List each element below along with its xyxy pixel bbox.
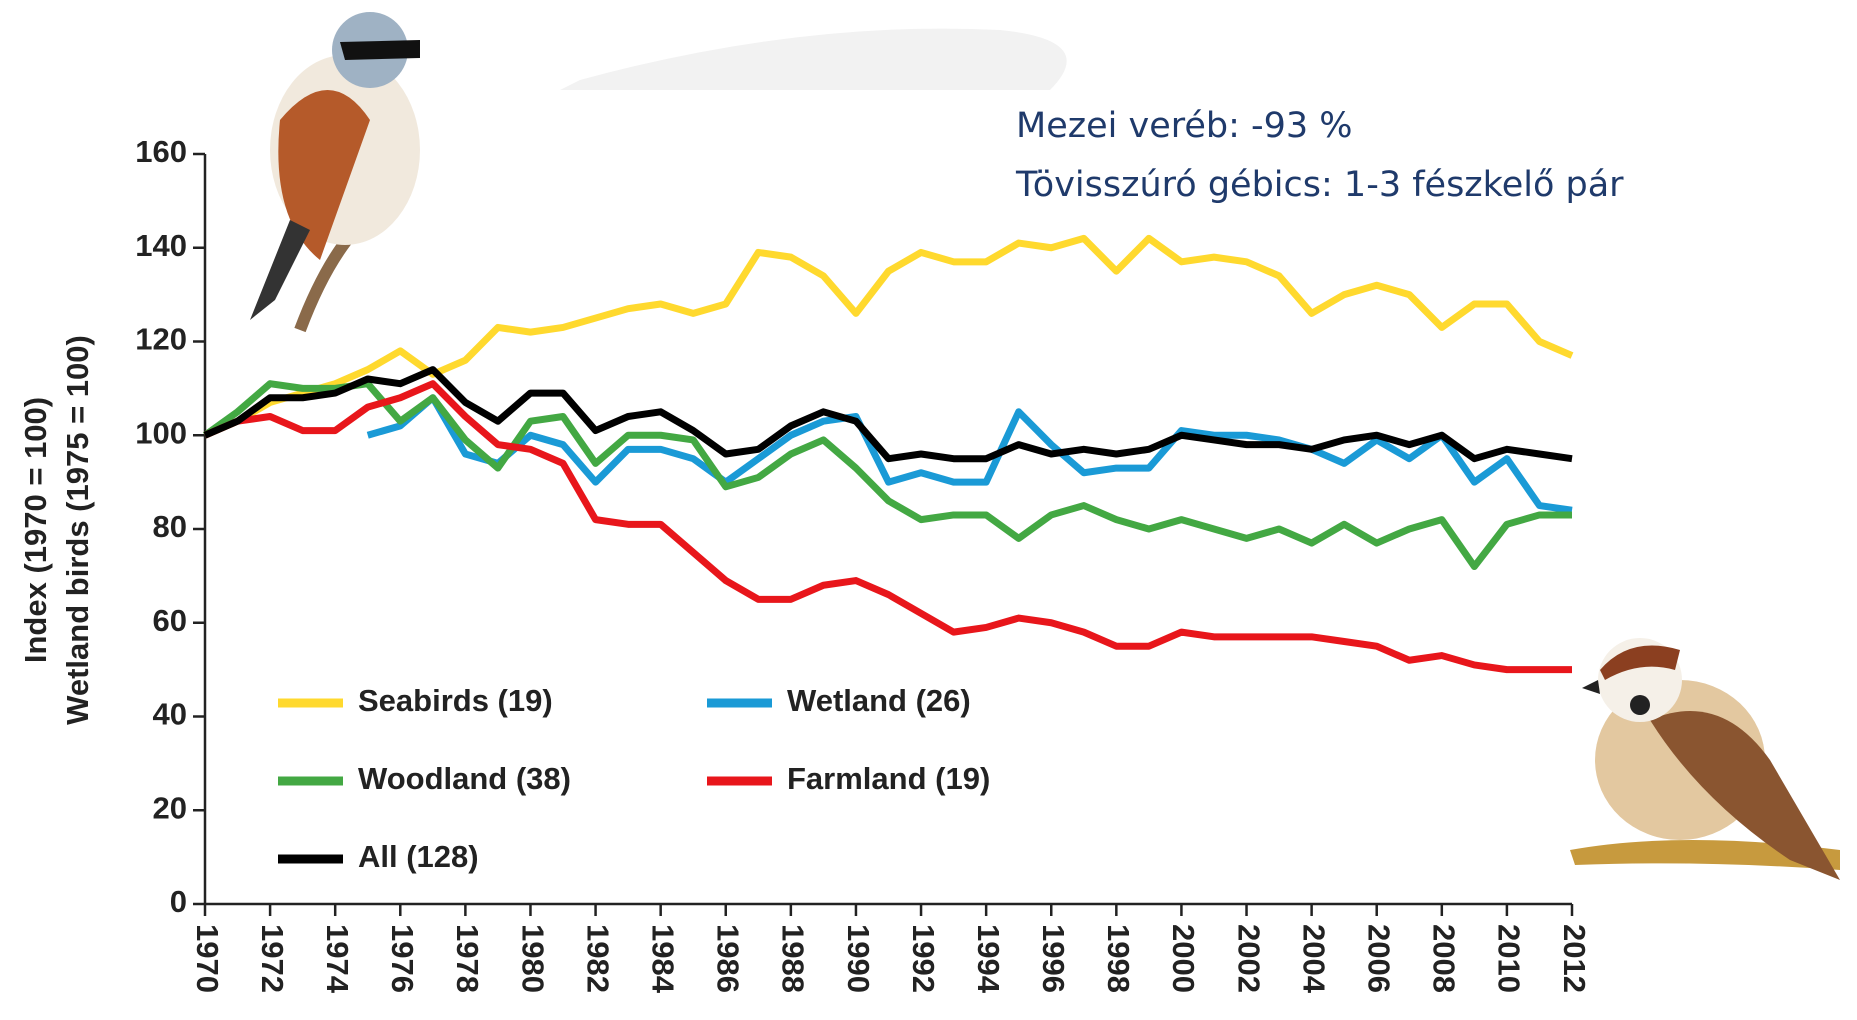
y-tick-label: 100 [135,415,187,450]
y-axis-label: Wetland birds (1975 = 100) [60,335,95,725]
y-tick-label: 80 [153,509,187,544]
legend-label: Woodland (38) [358,761,571,796]
y-tick-label: 60 [153,603,187,638]
x-tick-label: 2008 [1427,924,1462,993]
watermark [560,28,1067,90]
x-tick-label: 1994 [971,924,1006,994]
x-tick-label: 2002 [1231,924,1266,993]
x-tick-label: 2006 [1362,924,1397,993]
x-tick-label: 1982 [580,924,615,993]
series-line [366,394,1573,514]
x-tick-label: 1970 [190,924,225,993]
legend-label: All (128) [358,839,479,874]
x-tick-label: 1976 [385,924,420,993]
x-tick-label: 1996 [1036,924,1071,993]
x-tick-label: 1984 [645,924,680,994]
x-tick-label: 2004 [1296,924,1331,994]
x-tick-label: 2012 [1557,924,1592,993]
legend-label: Farmland (19) [787,761,990,796]
series-line [203,366,1573,463]
x-tick-label: 2000 [1166,924,1201,993]
y-axis-label: Index (1970 = 100) [18,397,53,663]
y-tick-label: 140 [135,228,187,263]
y-tick-label: 40 [153,697,187,732]
legend-label: Wetland (26) [787,683,971,718]
shrike-illustration [250,12,420,333]
x-tick-label: 1978 [450,924,485,993]
y-tick-label: 20 [153,790,187,825]
series-line [203,380,1572,674]
x-tick-label: 1986 [711,924,746,993]
x-tick-label: 1974 [320,924,355,994]
series-line [203,234,1574,439]
x-tick-label: 2010 [1492,924,1527,993]
x-tick-label: 1972 [255,924,290,993]
y-tick-label: 160 [135,134,187,169]
x-tick-label: 1990 [841,924,876,993]
x-tick-label: 1980 [515,924,550,993]
legend-label: Seabirds (19) [358,683,553,718]
sparrow-illustration [1570,638,1840,880]
y-tick-label: 0 [170,884,187,919]
annotation: Tövisszúró gébics: 1-3 fészkelő pár [1015,165,1624,205]
y-tick-label: 120 [135,322,187,357]
x-tick-label: 1992 [906,924,941,993]
annotation: Mezei veréb: -93 % [1016,106,1353,146]
x-tick-label: 1988 [776,924,811,993]
series-line [202,380,1572,570]
x-tick-label: 1998 [1101,924,1136,993]
